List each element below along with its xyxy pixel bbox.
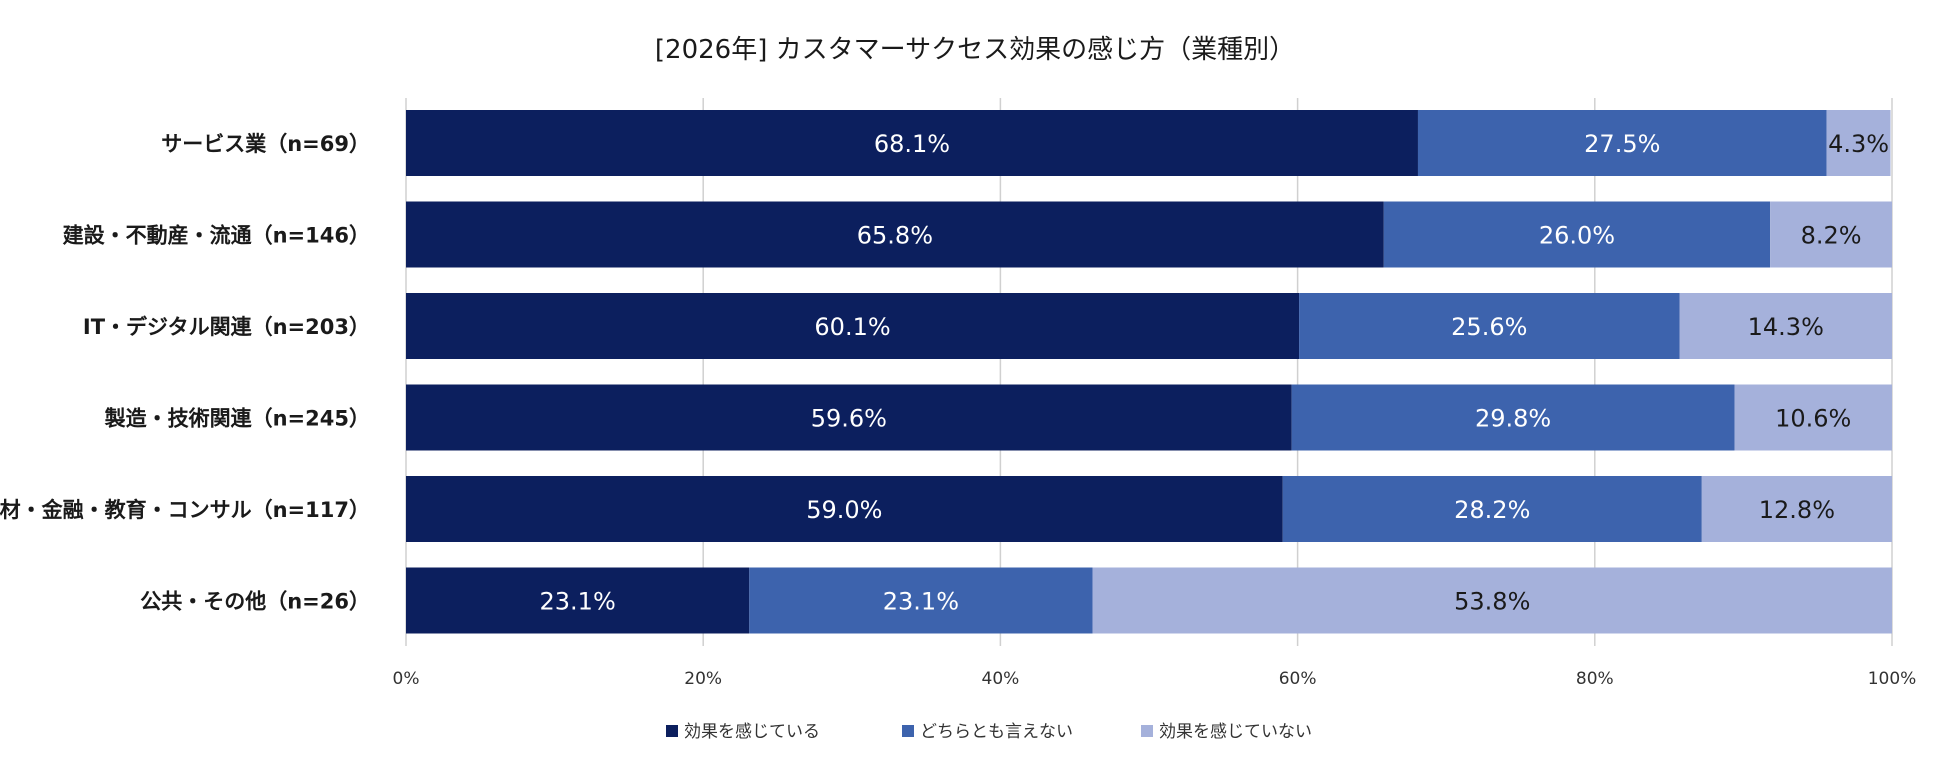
legend-label: どちらとも言えない [920, 722, 1073, 742]
data-label: 28.2% [1454, 496, 1530, 524]
bar-segment [1383, 201, 1771, 268]
gridlines [405, 98, 1893, 646]
category-labels: サービス業（n=69） 建設・不動産・流通（n=146） IT・デジタル関連（n=2… [0, 132, 370, 614]
data-label: 14.3% [1748, 313, 1824, 341]
x-tick-label: 100% [1868, 669, 1917, 689]
data-label: 26.0% [1539, 222, 1615, 250]
legend: 効果を感じている どちらとも言えない 効果を感じていない [666, 722, 1312, 742]
bar-segment [749, 567, 1093, 634]
data-label: 53.8% [1454, 588, 1530, 616]
legend-swatch [1141, 725, 1153, 737]
bar-segment [406, 201, 1384, 268]
x-tick-label: 0% [393, 669, 420, 689]
bars: 68.1% 27.5% 4.3% 65.8% 26.0% 8.2% 60.1% 25.6% 14… [406, 110, 1892, 634]
bar-segment [406, 293, 1300, 359]
bar-segment [406, 476, 1283, 542]
category-label: 製造・技術関連（n=245） [104, 407, 370, 431]
bar-segment [406, 110, 1418, 176]
data-label: 23.1% [883, 588, 959, 616]
bar-segment [1282, 476, 1702, 542]
x-tick-label: 20% [684, 669, 722, 689]
data-label: 27.5% [1584, 130, 1660, 158]
category-label: サービス業（n=69） [161, 132, 370, 156]
data-label: 59.0% [806, 496, 882, 524]
x-tick-label: 80% [1576, 669, 1614, 689]
x-axis-ticks: 0% 20% 40% 60% 80% 100% [393, 669, 1917, 689]
data-label: 65.8% [857, 222, 933, 250]
category-label: 公共・その他（n=26） [140, 590, 370, 614]
data-label: 25.6% [1451, 313, 1527, 341]
data-label: 10.6% [1775, 405, 1851, 433]
data-label: 23.1% [540, 588, 616, 616]
category-label: IT・デジタル関連（n=203） [83, 315, 370, 339]
legend-swatch [902, 725, 914, 737]
bar-segment [1291, 384, 1735, 451]
data-label: 4.3% [1828, 130, 1889, 158]
data-label: 68.1% [874, 130, 950, 158]
bar-segment [1826, 110, 1891, 176]
bar-segment [1734, 384, 1892, 451]
bar-segment [1299, 293, 1680, 359]
bar-segment [1701, 476, 1892, 542]
category-label: 建設・不動産・流通（n=146） [63, 224, 370, 248]
data-label: 12.8% [1759, 496, 1835, 524]
data-label: 8.2% [1801, 222, 1862, 250]
x-tick-label: 40% [982, 669, 1020, 689]
bar-segment [1417, 110, 1827, 176]
data-label: 29.8% [1475, 405, 1551, 433]
chart-title: [2026年] カスタマーサクセス効果の感じ方（業種別） [655, 35, 1295, 65]
legend-swatch [666, 725, 678, 737]
bar-segment [1770, 201, 1892, 268]
bar-segment [406, 384, 1292, 451]
category-label: 人材・金融・教育・コンサル（n=117） [0, 498, 370, 522]
bar-segment [1092, 567, 1892, 634]
bar-segment [1679, 293, 1892, 359]
x-tick-label: 60% [1279, 669, 1317, 689]
legend-label: 効果を感じていない [1159, 722, 1312, 742]
legend-label: 効果を感じている [684, 722, 820, 742]
data-label: 60.1% [814, 313, 890, 341]
bar-segment [406, 567, 750, 634]
data-label: 59.6% [811, 405, 887, 433]
